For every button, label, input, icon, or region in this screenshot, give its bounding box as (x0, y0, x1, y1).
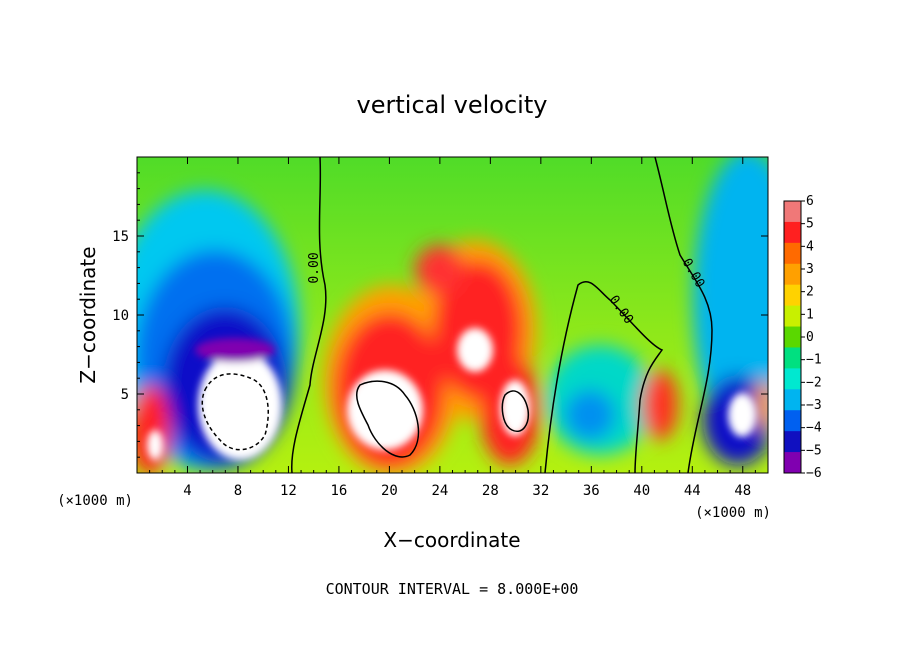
colorbar-label: 1 (806, 307, 814, 322)
colorbar-label: 0 (806, 330, 814, 345)
colorbar-label: 3 (806, 262, 814, 277)
zero-contour-2 (654, 157, 713, 473)
colorbar-label: 4 (806, 239, 814, 254)
x-tick-label: 16 (330, 483, 347, 499)
zero-contour-3 (544, 280, 664, 473)
colorbar-label: −3 (806, 398, 822, 413)
core-a-white (347, 370, 423, 450)
x-axis: 4 8 12 16 20 24 28 32 36 40 44 48 (149, 157, 756, 499)
colorbar-label: −1 (806, 353, 822, 368)
y-axis-label: Z−coordinate (76, 246, 100, 383)
colorbar-swatch (784, 452, 801, 474)
x-unit-left: (×1000 m) (57, 493, 133, 509)
x-tick-label: 8 (234, 483, 242, 499)
core-right-white (728, 393, 756, 437)
y-tick-label: 10 (112, 308, 129, 324)
colorbar-swatch (784, 326, 801, 348)
x-axis-label: X−coordinate (383, 528, 520, 552)
core-c-white (500, 380, 530, 436)
updraft-d-mid (642, 370, 678, 440)
colorbar-swatch (784, 242, 801, 265)
plot-area (137, 157, 768, 473)
core-left-white (198, 350, 282, 460)
colorbar-label: 2 (806, 285, 814, 300)
field-cores (147, 328, 756, 460)
colorbar-swatch (784, 201, 801, 223)
colorbar-label: −6 (806, 466, 822, 481)
x-tick-label: 44 (684, 483, 701, 499)
x-tick-label: 20 (381, 483, 398, 499)
updraft-edge-right (755, 380, 768, 430)
downdraft-center-inner (565, 390, 615, 440)
core-left-purple (195, 338, 275, 362)
x-tick-label: 36 (583, 483, 600, 499)
chart-title: vertical velocity (357, 91, 548, 119)
zero-contour-1 (290, 157, 327, 473)
x-tick-label: 24 (431, 483, 448, 499)
y-tick-label: 15 (112, 229, 129, 245)
x-tick-label: 48 (734, 483, 751, 499)
y-axis: 5 10 15 (112, 172, 768, 458)
colorbar-swatch (784, 368, 801, 390)
colorbar-swatch (784, 305, 801, 328)
colorbar-swatch (784, 221, 801, 244)
contour-interval-note: CONTOUR INTERVAL = 8.000E+00 (326, 580, 579, 598)
x-tick-label: 28 (482, 483, 499, 499)
colorbar-swatch (784, 431, 801, 453)
updraft-edge-left (137, 385, 170, 473)
colorbar-label: −5 (806, 443, 822, 458)
positive-contour-a (356, 380, 420, 458)
x-tick-label: 40 (633, 483, 650, 499)
core-edge-white (147, 430, 163, 460)
contour-label-1: 0.00 (307, 252, 322, 283)
colorbar-label: 5 (806, 217, 814, 232)
colorbar-swatch (784, 263, 801, 286)
x-tick-label: 4 (183, 483, 191, 499)
core-b-white (457, 328, 493, 372)
x-tick-label: 12 (280, 483, 297, 499)
zero-contours (201, 157, 713, 473)
y-tick-label: 5 (121, 387, 129, 403)
updraft-top-mid (415, 245, 465, 295)
colorbar-swatch (784, 284, 801, 307)
x-tick-label: 32 (532, 483, 549, 499)
colorbar-label: −2 (806, 375, 822, 390)
negative-contour-left (201, 373, 269, 451)
x-unit-right: (×1000 m) (695, 505, 771, 521)
colorbar-label: −4 (806, 421, 822, 436)
colorbar: 6 5 4 3 2 1 0 −1 −2 −3 −4 −5 −6 (783, 194, 822, 481)
colorbar-label: 6 (806, 194, 814, 209)
downdraft-right-outer (693, 157, 768, 450)
positive-contour-c (501, 390, 530, 432)
colorbar-swatch (784, 410, 801, 432)
colorbar-swatch (784, 389, 801, 411)
colorbar-swatch (784, 347, 801, 369)
